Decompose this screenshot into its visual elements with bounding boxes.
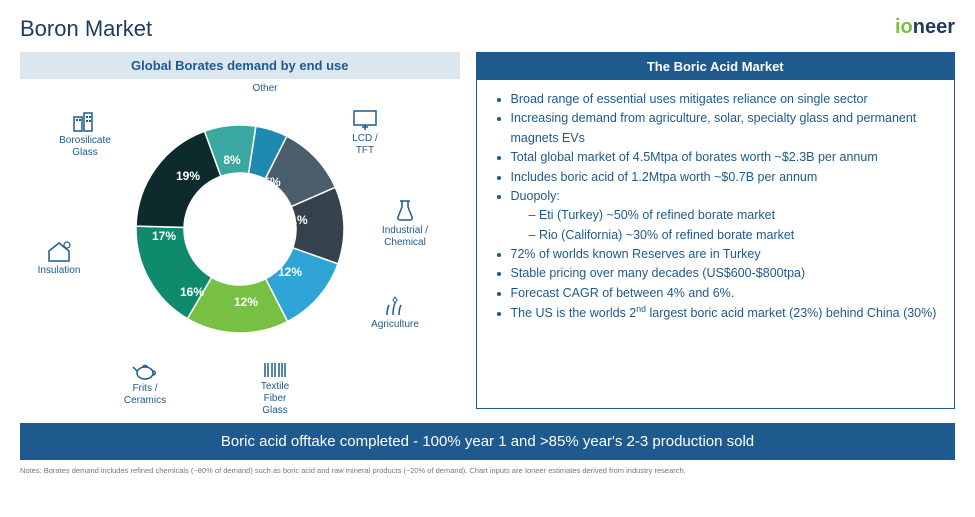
pct-agriculture: 12% [272, 265, 308, 279]
label-text: Insulation [38, 265, 81, 276]
label-text: Agriculture [371, 319, 419, 330]
left-panel-title: Global Borates demand by end use [20, 52, 460, 79]
bullet: Forecast CAGR of between 4% and 6%. [511, 284, 940, 303]
bullet: Total global market of 4.5Mtpa of borate… [511, 148, 940, 167]
pct-lcd: 5% [254, 175, 290, 189]
pct-industrial: 11% [278, 213, 314, 227]
pct-insulation: 17% [146, 229, 182, 243]
pct-textile: 12% [228, 295, 264, 309]
slide: Boron Market ioneer Global Borates deman… [0, 0, 975, 517]
label-text: Borosilicate Glass [59, 135, 111, 158]
footnote: Notes: Borates demand includes refined c… [20, 466, 955, 475]
pct-frits: 16% [174, 285, 210, 299]
label-lcd: LCD / TFT [320, 109, 410, 157]
logo-part1: io [895, 16, 913, 38]
bullet: The US is the worlds 2nd largest boric a… [511, 303, 940, 324]
label-insulation: Insulation [14, 239, 104, 277]
bullet: Broad range of essential uses mitigates … [511, 90, 940, 109]
monitor-icon [352, 109, 378, 131]
label-text: Other [252, 83, 277, 94]
pct-boro: 19% [170, 169, 206, 183]
wheat-icon [382, 295, 408, 317]
buildings-icon [71, 109, 99, 133]
b8-post: largest boric acid market (23%) behind C… [646, 306, 936, 320]
header: Boron Market ioneer [20, 16, 955, 42]
page-title: Boron Market [20, 16, 152, 42]
sub-bullet: Eti (Turkey) ~50% of refined borate mark… [529, 206, 940, 225]
left-panel: Global Borates demand by end use 8% 5% 1… [20, 52, 460, 409]
label-text: Textile Fiber Glass [261, 381, 289, 416]
label-text: LCD / TFT [352, 133, 378, 156]
bullet: 72% of worlds known Reserves are in Turk… [511, 245, 940, 264]
label-boro: Borosilicate Glass [40, 109, 130, 159]
house-icon [45, 239, 73, 263]
sub-bullet: Rio (California) ~30% of refined borate … [529, 226, 940, 245]
b8-sup: nd [636, 304, 646, 314]
label-text: Frits / Ceramics [124, 383, 166, 406]
pct-other: 8% [214, 153, 250, 167]
label-frits: Frits / Ceramics [100, 361, 190, 407]
bullet: Includes boric acid of 1.2Mtpa worth ~$0… [511, 168, 940, 187]
bullet: Duopoly: [511, 187, 940, 206]
barcode-icon [262, 361, 288, 379]
label-agriculture: Agriculture [350, 295, 440, 331]
logo: ioneer [895, 16, 955, 39]
label-other: Other [220, 83, 310, 95]
donut-chart: 8% 5% 11% 12% 12% 16% 17% 19% Other LCD … [20, 79, 460, 409]
label-text: Industrial / Chemical [382, 225, 428, 248]
label-textile: Textile Fiber Glass [230, 361, 320, 417]
logo-part2: neer [913, 16, 955, 38]
beaker-icon [394, 199, 416, 223]
bullet: Stable pricing over many decades (US$600… [511, 264, 940, 283]
bullet-list: Broad range of essential uses mitigates … [477, 80, 954, 334]
bullet: Increasing demand from agriculture, sola… [511, 109, 940, 148]
b8-pre: The US is the worlds 2 [511, 306, 637, 320]
right-panel-title: The Boric Acid Market [477, 53, 954, 80]
teapot-icon [131, 361, 159, 381]
banner: Boric acid offtake completed - 100% year… [20, 423, 955, 460]
right-panel: The Boric Acid Market Broad range of ess… [476, 52, 955, 409]
columns: Global Borates demand by end use 8% 5% 1… [20, 52, 955, 409]
label-industrial: Industrial / Chemical [360, 199, 450, 249]
